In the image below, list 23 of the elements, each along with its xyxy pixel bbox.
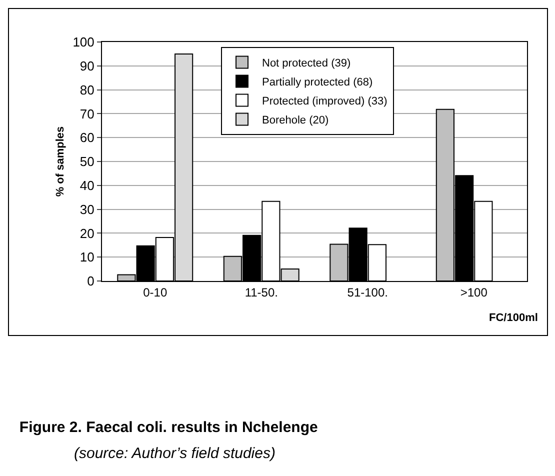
y-tick-label: 70 [80, 106, 94, 122]
y-tick-label: 100 [72, 34, 94, 50]
legend-label: Borehole (20) [262, 114, 329, 127]
x-tick-label: 51-100. [347, 285, 388, 300]
text: (source: Author’s field studies) [74, 445, 276, 462]
y-tick-label: 50 [80, 154, 94, 170]
y-tick-label: 80 [80, 82, 94, 98]
legend-label: Protected (improved) (33) [262, 96, 388, 108]
x-tick-label: 0-10 [143, 285, 168, 300]
y-tick-label: 40 [80, 178, 94, 193]
x-tick-label: 11-50. [244, 285, 278, 300]
text: Figure 2. Faecal coli. results in Nchelenge [19, 419, 318, 436]
x-axis-title: FC/100ml [489, 312, 538, 324]
legend-label: Not protected (39) [262, 58, 351, 70]
y-axis-title: % of samples [54, 126, 66, 197]
y-tick-label: 0 [87, 274, 94, 289]
y-tick-label: 20 [80, 226, 94, 241]
y-tick-label: 90 [80, 58, 94, 74]
legend-label: Partially protected (68) [262, 76, 373, 89]
x-tick-label: >100 [460, 285, 488, 300]
y-tick-label: 10 [80, 250, 94, 265]
y-tick-label: 30 [80, 202, 94, 217]
y-tick-label: 60 [80, 130, 94, 146]
